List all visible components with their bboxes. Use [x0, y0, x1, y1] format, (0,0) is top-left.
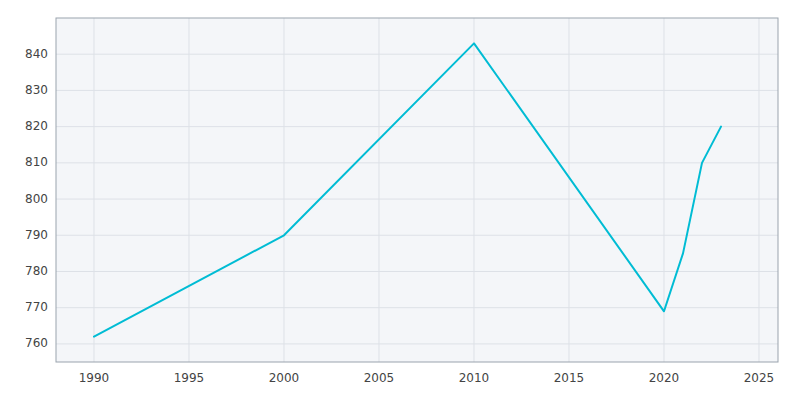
y-grid-line [56, 271, 778, 272]
chart-container: 760 770 780 790 800 810 820 830 840 1990 1995 2000 2… [0, 0, 800, 400]
y-grid-line [56, 126, 778, 127]
y-tick-label: 830 [25, 83, 48, 97]
y-tick-label: 780 [25, 264, 48, 278]
y-grid-line [56, 162, 778, 163]
x-tick-label: 2000 [269, 371, 300, 385]
plot-background [56, 18, 778, 362]
x-tick-label: 1990 [79, 371, 110, 385]
y-grid-line [56, 90, 778, 91]
x-tick-label: 1995 [174, 371, 205, 385]
grid [56, 18, 778, 362]
x-tick-label: 2010 [459, 371, 490, 385]
y-grid-line [56, 54, 778, 55]
y-tick-label: 800 [25, 192, 48, 206]
x-grid-line [94, 18, 95, 362]
x-tick-label: 2020 [649, 371, 680, 385]
data-line [94, 43, 721, 336]
data-group [94, 43, 721, 336]
y-tick-label: 790 [25, 228, 48, 242]
y-grid-line [56, 235, 778, 236]
plot-frame [56, 18, 778, 362]
y-grid-line [56, 199, 778, 200]
x-grid-line [474, 18, 475, 362]
y-grid-line [56, 343, 778, 344]
x-grid-line [189, 18, 190, 362]
y-tick-label: 810 [25, 155, 48, 169]
y-tick-label: 770 [25, 300, 48, 314]
page: {"chart_data": {"type": "line", "x": [19… [0, 0, 800, 400]
axes: 760 770 780 790 800 810 820 830 840 1990 1995 2000 2… [25, 47, 774, 385]
y-tick-label: 840 [25, 47, 48, 61]
chart-svg: 760 770 780 790 800 810 820 830 840 1990 1995 2000 2… [0, 0, 800, 400]
x-grid-line [569, 18, 570, 362]
y-grid-line [56, 307, 778, 308]
x-grid-line [379, 18, 380, 362]
x-grid-line [284, 18, 285, 362]
y-tick-label: 760 [25, 336, 48, 350]
y-tick-label: 820 [25, 119, 48, 133]
x-grid-line [759, 18, 760, 362]
x-tick-label: 2015 [554, 371, 585, 385]
x-tick-label: 2005 [364, 371, 395, 385]
x-tick-label: 2025 [744, 371, 775, 385]
